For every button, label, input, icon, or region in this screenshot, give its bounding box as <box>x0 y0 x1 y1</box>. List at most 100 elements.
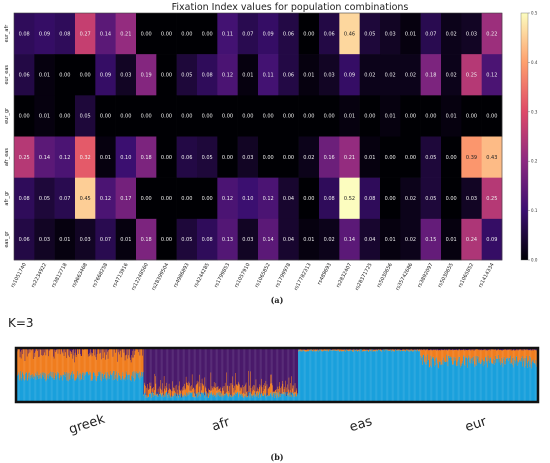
heatmap-cell <box>197 13 218 55</box>
admixture-bar-segment <box>65 349 67 353</box>
admixture-bar-segment <box>500 349 502 365</box>
admixture-bar-segment <box>443 349 445 351</box>
admixture-bar-segment <box>223 349 224 391</box>
admixture-bar-segment <box>243 387 244 398</box>
heatmap-column-label: rs35742686 <box>395 262 414 291</box>
admixture-bar-segment <box>257 392 259 401</box>
admixture-bar-segment <box>520 361 521 401</box>
admixture-bar-segment <box>230 383 232 395</box>
admixture-bar-segment <box>34 376 36 401</box>
admixture-bar-segment <box>251 349 253 392</box>
heatmap-cell-value: 0.22 <box>486 31 497 37</box>
admixture-bar-segment <box>212 349 213 388</box>
heatmap-cell <box>258 136 279 178</box>
admixture-bar-segment <box>88 354 90 374</box>
admixture-bar-segment <box>339 349 341 352</box>
admixture-bar-segment <box>436 350 437 358</box>
admixture-bar-segment <box>512 349 513 351</box>
heatmap-cell-value: 0.09 <box>263 31 274 37</box>
heatmap-cell <box>441 54 462 96</box>
admixture-bar-segment <box>306 351 308 401</box>
admixture-bar-segment <box>175 349 177 397</box>
admixture-bar-segment <box>532 349 534 360</box>
admixture-bar-segment <box>188 381 190 393</box>
admixture-bar-segment <box>162 349 164 392</box>
admixture-bar-segment <box>215 397 216 401</box>
admixture-bar-segment <box>465 349 467 351</box>
admixture-bar-segment <box>417 350 419 401</box>
admixture-bar-segment <box>406 350 408 401</box>
admixture-bar-segment <box>356 349 358 352</box>
admixture-bar-segment <box>66 380 68 401</box>
admixture-bar-segment <box>64 376 66 401</box>
heatmap-cell-value: 0.00 <box>202 114 213 120</box>
admixture-bar-segment <box>282 380 283 394</box>
heatmap-cell <box>461 13 482 55</box>
admixture-bar-segment <box>487 349 489 356</box>
admixture-bar-segment <box>102 376 104 401</box>
admixture-bar-segment <box>529 350 531 367</box>
admixture-bar-segment <box>211 349 212 391</box>
admixture-bar-segment <box>257 349 259 388</box>
admixture-bar-segment <box>210 349 212 373</box>
admixture-bar-segment <box>337 349 339 351</box>
admixture-bar-segment <box>380 350 382 401</box>
heatmap-cell-value: 0.01 <box>385 114 396 120</box>
admixture-bar-segment <box>447 349 448 351</box>
admixture-bar-segment <box>433 349 435 362</box>
admixture-bar-segment <box>145 397 147 401</box>
admixture-bar-segment <box>123 349 125 353</box>
heatmap-cell-value: 0.02 <box>405 73 416 79</box>
admixture-bar-segment <box>440 349 442 351</box>
admixture-bar-segment <box>410 349 412 351</box>
admixture-bar-segment <box>278 397 279 401</box>
admixture-bar-segment <box>444 362 446 401</box>
admixture-bar-segment <box>228 391 229 398</box>
heatmap-cell-value: 0.00 <box>181 196 192 202</box>
admixture-bar-segment <box>241 349 243 389</box>
heatmap-cell <box>34 95 55 137</box>
admixture-bar-segment <box>339 349 341 352</box>
admixture-bar-segment <box>59 354 61 378</box>
admixture-bar-segment <box>531 349 532 351</box>
admixture-bar-segment <box>422 354 424 401</box>
admixture-bar-segment <box>515 349 517 350</box>
admixture-bar-segment <box>212 349 214 390</box>
admixture-bar-segment <box>449 349 451 358</box>
heatmap-cell-value: 0.06 <box>283 31 294 37</box>
admixture-bar-segment <box>26 372 28 401</box>
admixture-bar-segment <box>38 349 40 358</box>
admixture-bar-segment <box>130 349 132 361</box>
admixture-bar-segment <box>481 349 482 363</box>
admixture-bar-segment <box>167 349 169 393</box>
heatmap-cell <box>95 136 116 178</box>
heatmap-cell <box>359 54 381 96</box>
admixture-bar-segment <box>19 349 21 358</box>
admixture-bar-segment <box>441 349 443 364</box>
admixture-bar-segment <box>481 362 482 401</box>
admixture-bar-segment <box>69 357 70 380</box>
admixture-bar-segment <box>453 349 455 358</box>
admixture-bar-segment <box>345 351 347 401</box>
heatmap-cell-value: 0.00 <box>303 114 314 120</box>
admixture-bar-segment <box>207 349 209 394</box>
admixture-bar-segment <box>279 396 281 401</box>
admixture-bar-segment <box>536 349 537 351</box>
admixture-bar-segment <box>244 394 246 397</box>
admixture-bar-segment <box>250 388 252 395</box>
admixture-bar-segment <box>481 358 483 401</box>
heatmap-cell <box>278 54 299 96</box>
admixture-bar-segment <box>493 349 495 350</box>
admixture-bar-segment <box>281 393 282 401</box>
heatmap-cell <box>461 95 482 137</box>
admixture-bar-segment <box>485 349 486 358</box>
admixture-bar-segment <box>54 349 56 350</box>
admixture-bar-segment <box>364 349 365 351</box>
admixture-bar-segment <box>520 349 521 362</box>
admixture-bar-segment <box>245 396 246 401</box>
admixture-bar-segment <box>327 349 328 350</box>
admixture-bar-segment <box>322 350 324 401</box>
admixture-bar-segment <box>500 349 502 350</box>
admixture-bar-segment <box>451 349 453 350</box>
admixture-bar-segment <box>210 393 212 401</box>
